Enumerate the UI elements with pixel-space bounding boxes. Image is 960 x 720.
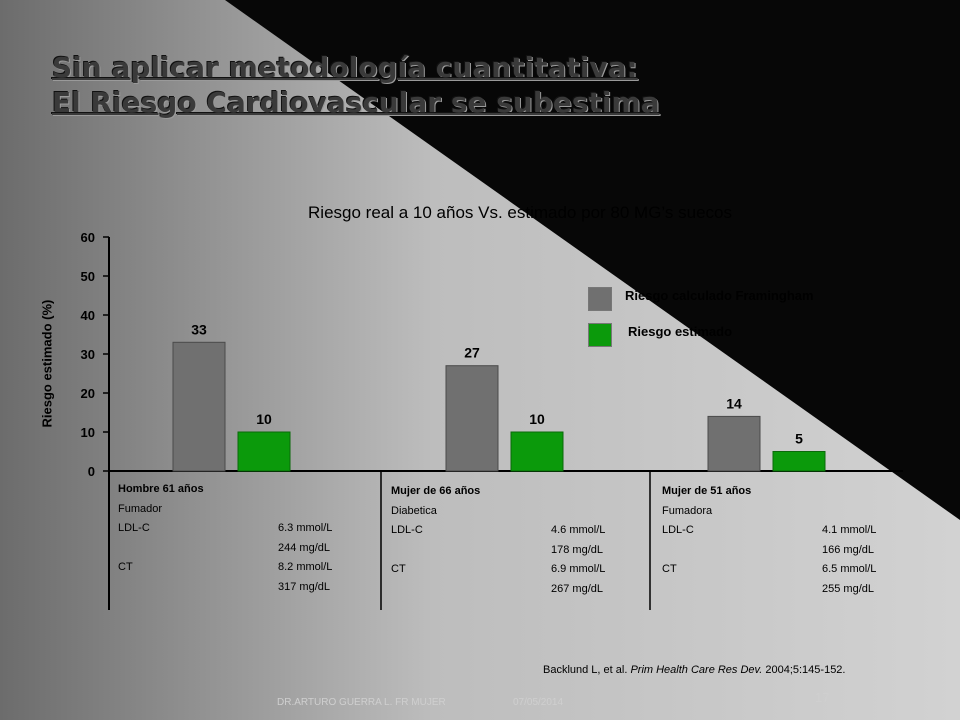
y-tick-label: 40 bbox=[81, 308, 95, 323]
bar bbox=[510, 431, 564, 472]
ldl-mmol-value: 4.1 mmol/L bbox=[822, 524, 877, 536]
y-tick-label: 0 bbox=[88, 464, 95, 479]
slide-title: Sin aplicar metodología cuantitativa: El… bbox=[52, 50, 912, 120]
case-description-1: Hombre 61 años Fumador LDL-C 6.3 mmol/L 2… bbox=[118, 480, 332, 597]
case-title: Mujer de 51 años bbox=[662, 485, 752, 497]
ldl-label: LDL-C bbox=[118, 522, 150, 534]
data-label: 14 bbox=[726, 395, 742, 411]
legend-swatch-estimado bbox=[588, 323, 612, 347]
y-tick-label: 10 bbox=[81, 425, 95, 440]
legend-label-framingham: Riesgo calculado Framingham bbox=[625, 288, 814, 303]
y-tick-label: 60 bbox=[81, 230, 95, 245]
ldl-mg-value: 166 mg/dL bbox=[822, 543, 874, 556]
y-tick-label: 30 bbox=[81, 347, 95, 362]
y-tick-label: 20 bbox=[81, 386, 95, 401]
data-label: 10 bbox=[529, 411, 545, 427]
case-description-2: Mujer de 66 años Diabetica LDL-C 4.6 mmol… bbox=[391, 482, 605, 599]
citation-journal: Prim Health Care Res Dev. bbox=[630, 664, 763, 676]
ldl-mg-value: 244 mg/dL bbox=[278, 541, 330, 554]
ct-mmol-value: 6.9 mmol/L bbox=[551, 563, 606, 575]
bar bbox=[707, 415, 761, 472]
ct-mg-value: 255 mg/dL bbox=[822, 582, 874, 595]
footer-author: DR.ARTURO GUERRA L. FR MUJER bbox=[277, 697, 446, 708]
case-title: Hombre 61 años bbox=[118, 483, 204, 495]
y-tick-label: 50 bbox=[81, 269, 95, 284]
case-condition: Diabetica bbox=[391, 504, 437, 517]
citation: Backlund L, et al. Prim Health Care Res … bbox=[543, 664, 846, 676]
case-title: Mujer de 66 años bbox=[391, 485, 481, 497]
ct-mmol-value: 8.2 mmol/L bbox=[278, 561, 333, 573]
data-label: 27 bbox=[464, 345, 480, 361]
page-number: 17 bbox=[815, 690, 830, 705]
ct-mmol-value: 6.5 mmol/L bbox=[822, 563, 877, 575]
ldl-mmol-value: 6.3 mmol/L bbox=[278, 522, 333, 534]
case-description-3: Mujer de 51 años Fumadora LDL-C 4.1 mmol/… bbox=[662, 482, 876, 599]
citation-reference: 2004;5:145-152. bbox=[765, 664, 846, 676]
ldl-mmol-value: 4.6 mmol/L bbox=[551, 524, 606, 536]
data-label: 33 bbox=[191, 321, 207, 337]
ct-label: CT bbox=[391, 563, 406, 575]
ct-mg-value: 317 mg/dL bbox=[278, 580, 330, 593]
ct-label: CT bbox=[118, 561, 133, 573]
ct-mg-value: 267 mg/dL bbox=[551, 582, 603, 595]
slide-title-line-2: El Riesgo Cardiovascular se subestima bbox=[52, 86, 660, 119]
slide-title-line-1: Sin aplicar metodología cuantitativa: bbox=[52, 51, 638, 84]
ldl-label: LDL-C bbox=[391, 524, 423, 536]
citation-authors: Backlund L, et al. bbox=[543, 664, 628, 676]
case-condition: Fumadora bbox=[662, 504, 713, 517]
bar bbox=[172, 341, 226, 472]
footer-date: 07/05/2014 bbox=[513, 697, 564, 708]
case-condition: Fumador bbox=[118, 502, 163, 515]
bar bbox=[237, 431, 291, 472]
legend-swatch-framingham bbox=[588, 287, 612, 311]
chart-title: Riesgo real a 10 años Vs. estimado por 8… bbox=[308, 203, 732, 222]
ct-label: CT bbox=[662, 563, 677, 575]
bar bbox=[772, 451, 826, 472]
ldl-label: LDL-C bbox=[662, 524, 694, 536]
ldl-mg-value: 178 mg/dL bbox=[551, 543, 603, 556]
legend-label-estimado: Riesgo estimado bbox=[628, 324, 733, 339]
data-label: 10 bbox=[256, 411, 272, 427]
bar bbox=[445, 365, 499, 472]
data-label: 5 bbox=[795, 431, 803, 447]
